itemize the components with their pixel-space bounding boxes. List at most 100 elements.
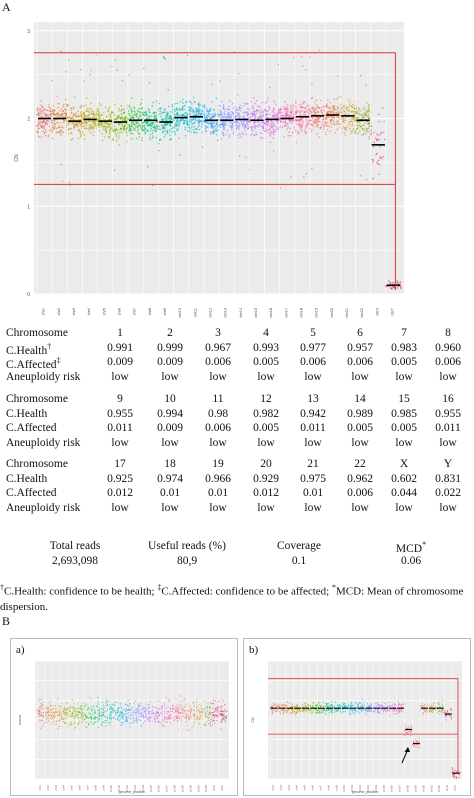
data-point [239, 119, 242, 122]
data-point [413, 741, 416, 743]
data-point [200, 112, 203, 114]
data-point [218, 118, 220, 121]
data-point [133, 718, 135, 720]
data-point [272, 702, 275, 705]
data-point [144, 131, 147, 134]
data-point [48, 707, 50, 709]
data-point [87, 116, 90, 119]
data-point [119, 715, 121, 717]
x-tick-label: chr2 [279, 785, 283, 791]
data-point [394, 703, 397, 705]
data-point [52, 708, 54, 710]
data-point [216, 121, 218, 123]
data-point [368, 110, 371, 112]
data-point [54, 114, 57, 116]
row-label: Chromosome [6, 458, 68, 470]
data-point [164, 108, 166, 111]
data-point [418, 737, 420, 739]
data-point [396, 709, 398, 711]
data-point [61, 113, 63, 115]
data-point [319, 710, 321, 712]
data-point [249, 116, 252, 119]
data-point [321, 711, 323, 713]
data-point [306, 104, 309, 107]
data-point [340, 712, 343, 714]
data-point [162, 118, 165, 121]
data-point [412, 740, 414, 742]
data-point [273, 122, 275, 125]
data-point [376, 138, 379, 141]
data-point [73, 703, 75, 705]
data-point [301, 129, 304, 131]
data-point [122, 715, 124, 717]
data-point [113, 169, 116, 172]
data-point [197, 122, 200, 125]
data-point [185, 703, 187, 705]
data-point [50, 700, 53, 702]
data-point [221, 705, 223, 707]
data-point [51, 112, 54, 115]
data-point [387, 705, 389, 707]
data-point [225, 133, 227, 136]
data-point [291, 706, 293, 708]
data-point [166, 112, 168, 115]
data-point [245, 133, 248, 136]
data-point [91, 127, 93, 129]
data-point [304, 703, 306, 705]
data-point [163, 136, 166, 138]
data-point [247, 125, 249, 127]
data-point [252, 96, 255, 99]
data-point [238, 128, 240, 130]
data-point [180, 708, 183, 710]
data-point [244, 129, 246, 132]
data-point [280, 114, 282, 117]
data-point [193, 709, 195, 711]
x-tick-label: chr17 [398, 785, 402, 792]
table-cell: 0.999 [157, 341, 183, 354]
data-point [193, 718, 196, 720]
table-cell: 0.831 [435, 472, 461, 485]
data-point [43, 113, 46, 116]
column-header: 10 [164, 393, 176, 405]
data-point [337, 110, 340, 113]
data-point [79, 112, 82, 114]
x-tick-label: chr19 [315, 308, 319, 318]
data-point [319, 705, 322, 708]
data-point [97, 113, 100, 115]
data-point [77, 714, 79, 716]
data-point [103, 713, 105, 715]
data-point [218, 700, 220, 702]
data-point [255, 99, 258, 102]
data-point [272, 108, 275, 110]
data-point [73, 711, 75, 713]
data-point [132, 722, 134, 724]
data-point [429, 711, 431, 713]
data-point [311, 117, 314, 120]
data-point [292, 114, 295, 116]
data-point [60, 718, 62, 720]
data-point [193, 705, 195, 707]
data-point [197, 716, 199, 718]
data-point [293, 705, 295, 707]
data-point [383, 705, 385, 707]
data-point [359, 74, 362, 77]
data-point [138, 117, 140, 120]
data-point [92, 131, 95, 133]
data-point [219, 80, 221, 82]
data-point [336, 98, 338, 100]
data-point [190, 101, 192, 103]
data-point [345, 107, 348, 109]
data-point [97, 109, 99, 111]
data-point [175, 706, 177, 708]
data-point [51, 705, 53, 707]
scatter-group [277, 703, 287, 715]
data-point [84, 717, 86, 719]
data-point [328, 712, 330, 714]
data-point [78, 722, 80, 724]
data-point [210, 131, 212, 134]
data-point [215, 708, 217, 710]
data-point [52, 717, 54, 719]
data-point [376, 152, 378, 155]
data-point [352, 129, 355, 131]
data-point [363, 709, 365, 711]
